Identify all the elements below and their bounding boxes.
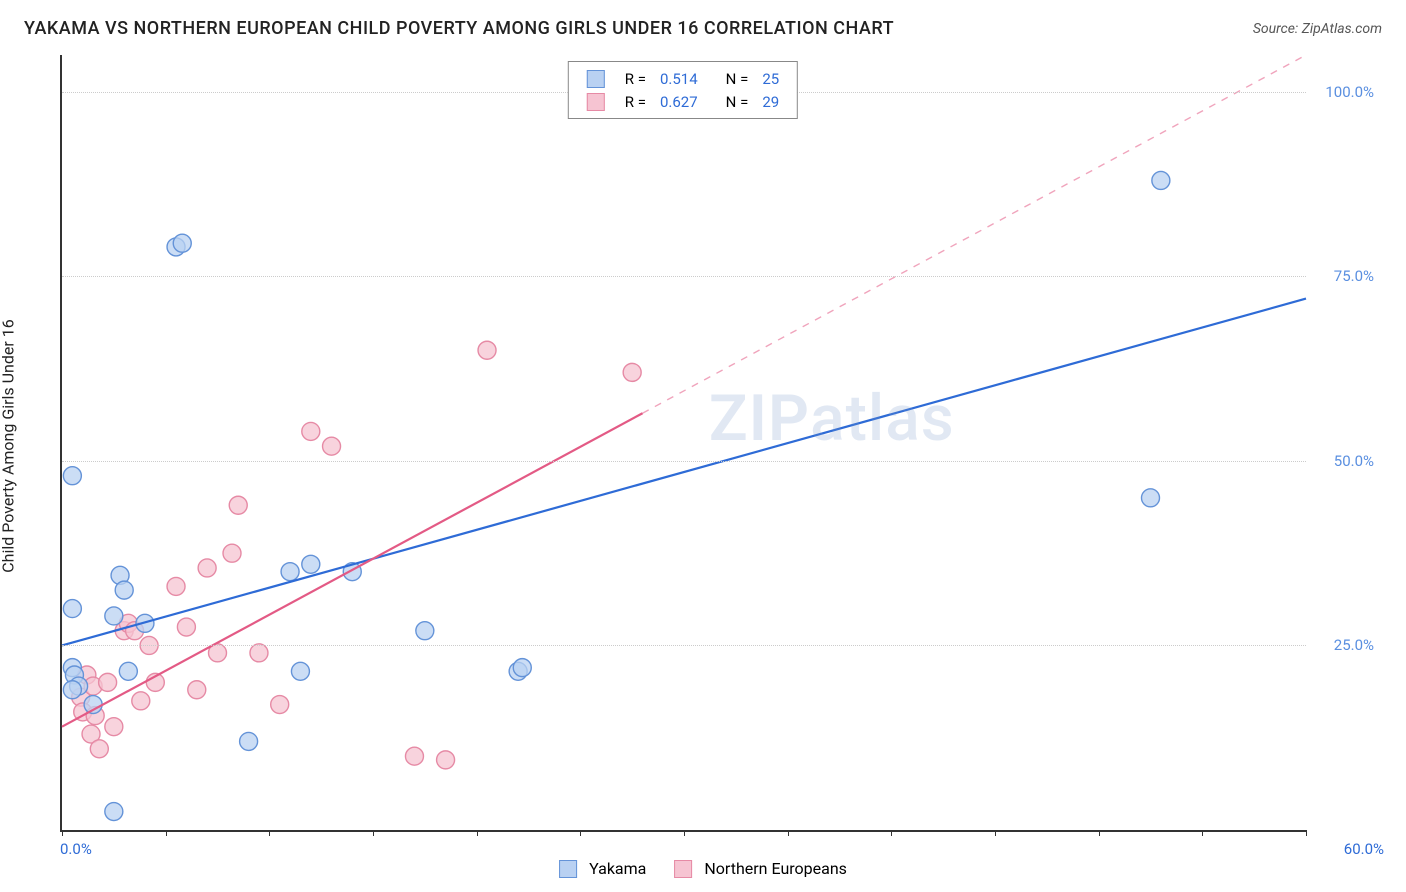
legend-swatch	[674, 860, 692, 878]
legend-stats-row: R =0.627 N =29	[581, 91, 785, 112]
legend-stats: R =0.514 N =25 R =0.627 N =29	[568, 61, 798, 119]
data-point	[99, 673, 117, 691]
data-point	[167, 577, 185, 595]
data-point	[173, 234, 191, 252]
data-point	[250, 644, 268, 662]
legend-swatch	[559, 860, 577, 878]
data-point	[623, 363, 641, 381]
legend-n-value: 25	[756, 68, 785, 89]
legend-swatch	[587, 70, 605, 88]
legend-n-value: 29	[756, 91, 785, 112]
trend-line	[62, 299, 1306, 646]
data-point	[115, 581, 133, 599]
data-point	[229, 496, 247, 514]
legend-stats-row: R =0.514 N =25	[581, 68, 785, 89]
y-tick-label: 50.0%	[1334, 452, 1374, 470]
x-tick	[166, 830, 167, 836]
data-point	[281, 563, 299, 581]
source-name: ZipAtlas.com	[1302, 21, 1382, 37]
data-point	[105, 803, 123, 821]
x-tick	[1202, 830, 1203, 836]
x-tick	[1099, 830, 1100, 836]
data-point	[478, 341, 496, 359]
chart-title: YAKAMA VS NORTHERN EUROPEAN CHILD POVERT…	[24, 18, 894, 39]
data-point	[405, 747, 423, 765]
gridline	[62, 461, 1306, 462]
legend-item: Northern Europeans	[674, 859, 847, 878]
data-point	[105, 718, 123, 736]
legend-n-label: N =	[720, 68, 755, 89]
y-axis-label: Child Poverty Among Girls Under 16	[0, 196, 18, 696]
data-point	[198, 559, 216, 577]
gridline	[62, 645, 1306, 646]
legend-r-value: 0.514	[654, 68, 704, 89]
x-tick	[580, 830, 581, 836]
data-point	[513, 659, 531, 677]
data-point	[291, 662, 309, 680]
x-tick	[788, 830, 789, 836]
legend-series-name: Yakama	[589, 859, 646, 878]
x-tick	[477, 830, 478, 836]
legend-r-value: 0.627	[654, 91, 704, 112]
source-prefix: Source:	[1253, 21, 1302, 37]
legend-item: Yakama	[559, 859, 646, 878]
x-tick	[891, 830, 892, 836]
x-tick	[1306, 830, 1307, 836]
data-point	[63, 600, 81, 618]
source-attribution: Source: ZipAtlas.com	[1253, 18, 1382, 37]
gridline	[62, 276, 1306, 277]
data-point	[1142, 489, 1160, 507]
data-point	[302, 422, 320, 440]
data-point	[63, 681, 81, 699]
data-point	[302, 555, 320, 573]
x-tick	[269, 830, 270, 836]
chart-svg	[62, 55, 1306, 830]
legend-r-label: R =	[619, 91, 652, 112]
data-point	[90, 740, 108, 758]
data-point	[63, 467, 81, 485]
data-point	[105, 607, 123, 625]
x-tick	[373, 830, 374, 836]
legend-series: Yakama Northern Europeans	[559, 859, 847, 878]
y-tick-label: 100.0%	[1325, 83, 1374, 101]
data-point	[1152, 171, 1170, 189]
y-tick-label: 75.0%	[1334, 267, 1374, 285]
x-tick	[684, 830, 685, 836]
data-point	[240, 732, 258, 750]
legend-series-name: Northern Europeans	[704, 859, 847, 878]
data-point	[119, 662, 137, 680]
legend-swatch	[587, 93, 605, 111]
data-point	[323, 437, 341, 455]
x-axis-min-label: 0.0%	[60, 840, 92, 858]
data-point	[437, 751, 455, 769]
x-tick	[995, 830, 996, 836]
legend-r-label: R =	[619, 68, 652, 89]
legend-n-label: N =	[720, 91, 755, 112]
data-point	[177, 618, 195, 636]
data-point	[223, 544, 241, 562]
y-tick-label: 25.0%	[1334, 636, 1374, 654]
scatter-chart: ZIPatlas 25.0%50.0%75.0%100.0%0.0%60.0% …	[60, 55, 1306, 832]
data-point	[271, 696, 289, 714]
data-point	[132, 692, 150, 710]
data-point	[416, 622, 434, 640]
x-tick	[62, 830, 63, 836]
x-axis-max-label: 60.0%	[1344, 840, 1384, 858]
plot-area: ZIPatlas 25.0%50.0%75.0%100.0%0.0%60.0%	[60, 55, 1306, 832]
data-point	[188, 681, 206, 699]
